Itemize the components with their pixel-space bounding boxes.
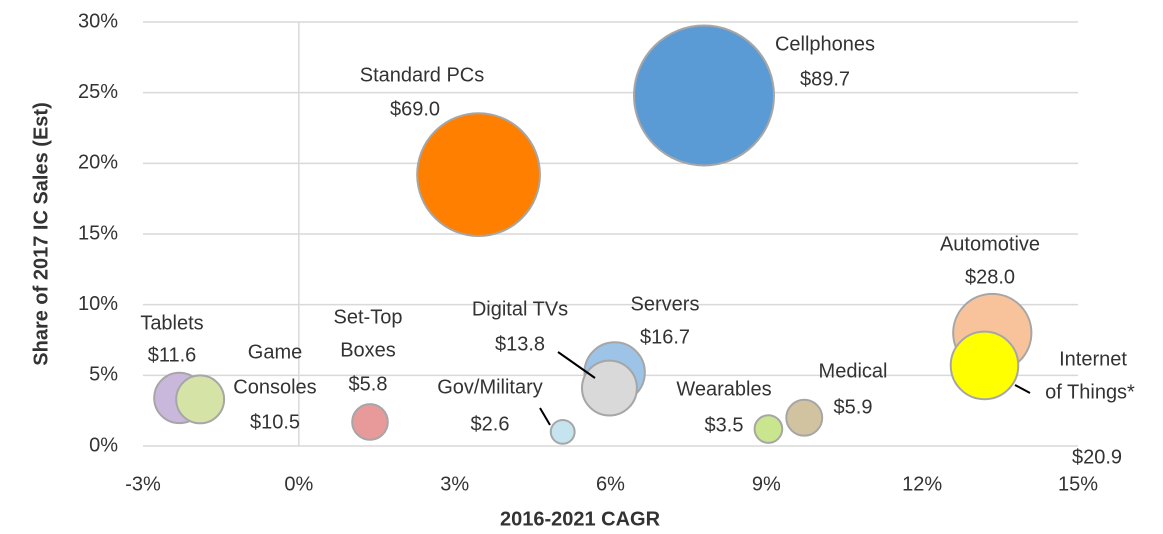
y-tick-label: 25% — [78, 81, 118, 103]
bubble-label: Servers — [631, 293, 700, 315]
x-tick-label: 9% — [752, 473, 781, 495]
bubble-label: Automotive — [940, 233, 1040, 255]
y-tick-label: 0% — [89, 434, 118, 456]
bubble — [549, 418, 576, 445]
bubble — [175, 374, 226, 425]
x-tick-label: 12% — [902, 473, 942, 495]
x-axis-title: 2016-2021 CAGR — [500, 508, 661, 530]
value-label: $20.9 — [1072, 446, 1122, 468]
value-label: $11.6 — [148, 344, 197, 366]
value-label: $2.6 — [471, 413, 510, 435]
value-label: $89.7 — [800, 68, 850, 90]
y-tick-label: 10% — [78, 293, 118, 315]
bubble-label: Game — [248, 341, 302, 363]
bubble-label: Digital TVs — [472, 298, 568, 320]
bubble-label: Standard PCs — [360, 64, 485, 86]
y-tick-label: 20% — [78, 152, 118, 174]
value-label: $5.8 — [349, 373, 388, 395]
bubble — [753, 414, 784, 444]
bubble-label: Internet — [1059, 348, 1127, 370]
y-tick-label: 30% — [78, 10, 118, 32]
x-tick-label: 15% — [1058, 473, 1098, 495]
leader-line — [1014, 384, 1031, 394]
bubble-label: Consoles — [233, 376, 316, 398]
bubble-label: Tablets — [140, 312, 203, 334]
bubble-label: of Things* — [1045, 381, 1135, 403]
bubble-label: Medical — [819, 360, 888, 382]
bubble-label: Boxes — [340, 339, 396, 361]
leader-line — [557, 351, 596, 379]
bubble-label: Gov/Military — [437, 376, 543, 398]
bubble-label: Wearables — [676, 378, 771, 400]
value-label: $16.7 — [640, 326, 690, 348]
value-label: $3.5 — [705, 414, 744, 436]
x-tick-label: -3% — [125, 473, 161, 495]
y-tick-label: 15% — [78, 222, 118, 244]
bubble — [351, 403, 389, 441]
x-tick-label: 0% — [284, 473, 313, 495]
x-tick-label: 6% — [596, 473, 625, 495]
bubble — [949, 330, 1020, 401]
bubble — [785, 398, 824, 437]
bubble — [581, 359, 638, 417]
value-label: $10.5 — [250, 411, 300, 433]
bubble — [416, 112, 541, 238]
bubble-label: Cellphones — [775, 33, 875, 55]
y-tick-label: 5% — [89, 364, 118, 386]
value-label: $5.9 — [834, 396, 873, 418]
bubble-label: Set-Top — [334, 306, 403, 328]
value-label: $13.8 — [495, 333, 545, 355]
y-axis-title: Share of 2017 IC Sales (Est) — [30, 102, 52, 365]
leader-line — [539, 407, 551, 426]
value-label: $69.0 — [390, 98, 440, 120]
bubble — [633, 24, 775, 167]
value-label: $28.0 — [965, 266, 1015, 288]
x-tick-label: 3% — [440, 473, 469, 495]
